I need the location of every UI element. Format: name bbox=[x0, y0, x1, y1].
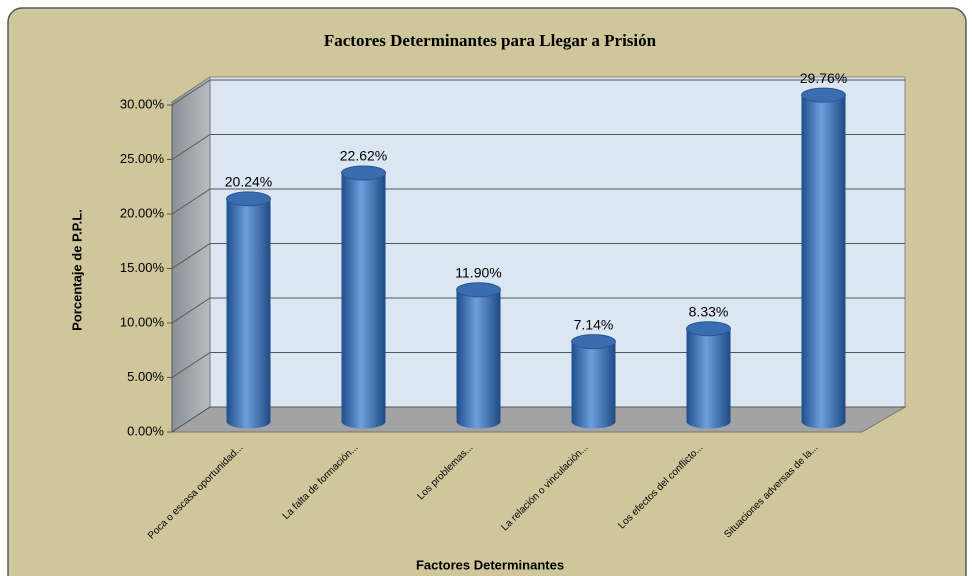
chart-title: Factores Determinantes para Llegar a Pri… bbox=[324, 31, 657, 50]
cylinder-top bbox=[226, 191, 271, 207]
bar bbox=[341, 165, 386, 429]
y-tick-label: 20.00% bbox=[120, 205, 165, 220]
data-label: 22.62% bbox=[340, 148, 387, 164]
grid-line bbox=[171, 79, 211, 106]
plot-walls bbox=[170, 76, 907, 433]
bar bbox=[801, 87, 846, 429]
cylinder-top bbox=[341, 165, 386, 181]
cylinder-top bbox=[801, 87, 846, 103]
y-tick-label: 5.00% bbox=[127, 369, 164, 384]
data-label: 8.33% bbox=[689, 303, 729, 319]
cylinder-body bbox=[686, 328, 731, 429]
cylinder-body bbox=[571, 341, 616, 429]
y-tick-label: 25.00% bbox=[120, 151, 165, 166]
y-axis-title: Porcentaje de P.P.L. bbox=[69, 209, 84, 331]
back-wall bbox=[209, 76, 906, 408]
cylinder-body bbox=[341, 172, 386, 429]
cylinder-top bbox=[571, 334, 616, 350]
cylinder-body bbox=[456, 289, 501, 429]
bar bbox=[571, 334, 616, 429]
bar bbox=[686, 321, 731, 429]
floor bbox=[170, 406, 907, 433]
bar bbox=[226, 191, 271, 429]
y-tick-label: 10.00% bbox=[120, 314, 165, 329]
y-tick-label: 30.00% bbox=[120, 96, 165, 111]
data-label: 20.24% bbox=[225, 174, 272, 190]
data-label: 11.90% bbox=[455, 264, 501, 280]
data-label: 7.14% bbox=[574, 316, 614, 332]
bar bbox=[456, 282, 501, 429]
cylinder-body bbox=[801, 95, 846, 429]
cylinder-top bbox=[686, 321, 731, 337]
x-axis-title: Factores Determinantes bbox=[416, 557, 564, 572]
cylinder-top bbox=[456, 282, 501, 298]
side-wall bbox=[171, 76, 211, 433]
grid-line bbox=[171, 297, 211, 324]
grid-line bbox=[171, 134, 211, 160]
grid-line bbox=[171, 188, 211, 215]
grid-line bbox=[171, 352, 211, 378]
cylinder-body bbox=[226, 198, 271, 429]
grid-line bbox=[171, 243, 211, 269]
data-label: 29.76% bbox=[800, 70, 847, 86]
grid-line bbox=[171, 406, 211, 433]
y-tick-label: 15.00% bbox=[120, 260, 165, 275]
y-tick-label: 0.00% bbox=[127, 423, 164, 438]
